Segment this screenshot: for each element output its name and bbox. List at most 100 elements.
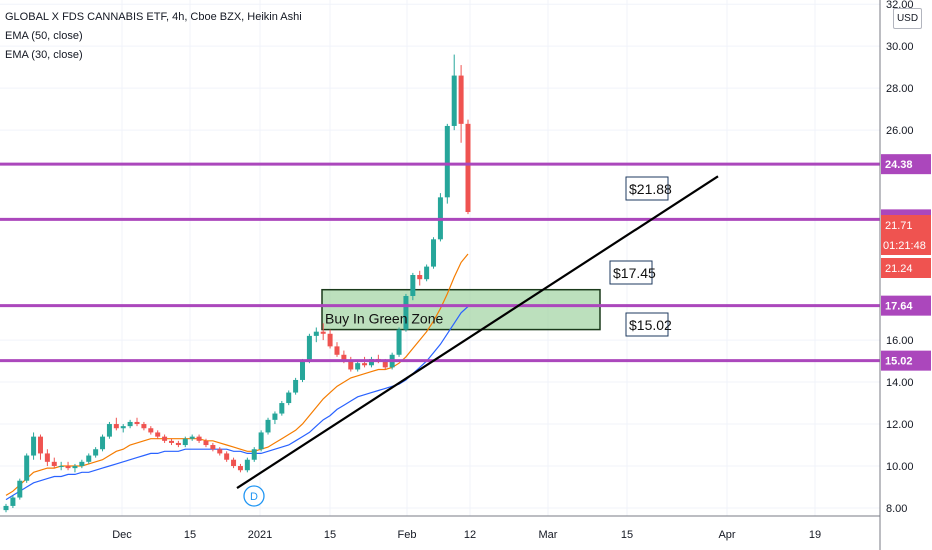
candle-body [279,403,285,414]
candle-body [79,461,85,467]
time-tick-label: Apr [718,529,735,541]
candle-body [327,333,333,347]
time-tick-label: Mar [539,529,558,541]
time-tick-label: Dec [112,529,132,541]
candle-body [334,346,340,355]
price-callout-box [625,312,669,337]
candle-body [3,505,9,511]
candle-body [348,361,354,370]
candle-body [120,426,126,429]
candle-body [306,335,312,362]
candle-body [382,361,388,368]
price-callout-box [625,176,669,201]
candle-body [51,461,57,467]
price-tick-label: 16.00 [886,335,914,347]
candle-body [58,466,64,468]
time-tick-label: Feb [398,529,417,541]
candle-body [24,455,30,481]
candle-body [217,449,223,454]
candle-body [424,266,430,280]
candles [3,54,471,513]
candle-body [286,392,292,404]
ema50-line [5,306,469,501]
dividend-marker [243,485,265,507]
candle-body [403,295,409,330]
price-tick-label: 12.00 [886,419,914,431]
candle-body [203,440,209,446]
buy-zone-box [321,288,601,331]
candle-body [458,75,464,124]
level-price-label: 24.38 [885,159,913,171]
time-tick-label: 15 [324,529,336,541]
level-price-tag [881,154,931,175]
candle-body [300,361,306,380]
candle-body [320,331,326,334]
candle-body [10,497,16,506]
candle-body [251,449,257,460]
candle-body [231,459,237,467]
candle-body [141,424,147,429]
candle-body [451,75,457,126]
price-callout-label: $17.45 [613,265,656,281]
time-tick-label: 15 [184,529,196,541]
candle-body [93,449,99,456]
candle-body [293,379,299,393]
candle-body [106,424,112,437]
candle-body [189,436,195,439]
candle-body [244,459,250,471]
level-price-label: 15.02 [885,356,913,368]
time-tick-label: 19 [809,529,821,541]
price-tick-label: 28.00 [886,83,914,95]
candle-body [175,442,181,446]
countdown-tag [881,235,931,255]
candle-body [313,331,319,336]
legend-ema30[interactable]: EMA (30, close) [5,49,83,61]
candle-body [17,480,23,498]
price-tick-label: 26.00 [886,125,914,137]
candle-body [196,436,202,441]
level-price-label: 17.64 [885,301,913,313]
level-price-tag [881,295,931,316]
candle-body [86,455,92,462]
countdown-label: 01:21:48 [883,240,926,252]
candle-body [272,413,278,420]
zone-label: Buy In Green Zone [325,311,444,327]
candle-body [444,125,450,198]
time-tick-label: 2021 [248,529,272,541]
time-tick-label: 15 [621,529,633,541]
time-tick-label: 12 [464,529,476,541]
candle-body [134,421,140,425]
candle-body [362,363,368,366]
candle-body [37,436,43,454]
legend-ema50[interactable]: EMA (50, close) [5,30,83,42]
candle-body [410,275,416,296]
price-tick-label: 10.00 [886,461,914,473]
price-tick-label: 32.00 [886,0,914,11]
candle-body [465,123,471,213]
trendline [236,175,719,489]
trendline-group [236,175,719,489]
candle-body [162,436,168,441]
candle-body [72,466,78,469]
currency-button[interactable]: USD [893,8,922,29]
candle-body [148,428,154,433]
candle-body [265,419,271,433]
price-tick-label: 30.00 [886,41,914,53]
candle-body [224,453,230,460]
candle-body [431,239,437,267]
price-callout-box [609,260,653,285]
candle-body [182,438,188,446]
price-tag-label: 21.71 [885,220,913,232]
level-price-tag [881,350,931,371]
candle-body [210,445,216,450]
candle-body [44,453,50,462]
candle-body [127,421,133,427]
price-tag [881,258,931,278]
dividend-marker-label: D [250,491,258,503]
candle-body [113,424,119,429]
candle-body [355,363,361,370]
candle-body [155,432,161,437]
